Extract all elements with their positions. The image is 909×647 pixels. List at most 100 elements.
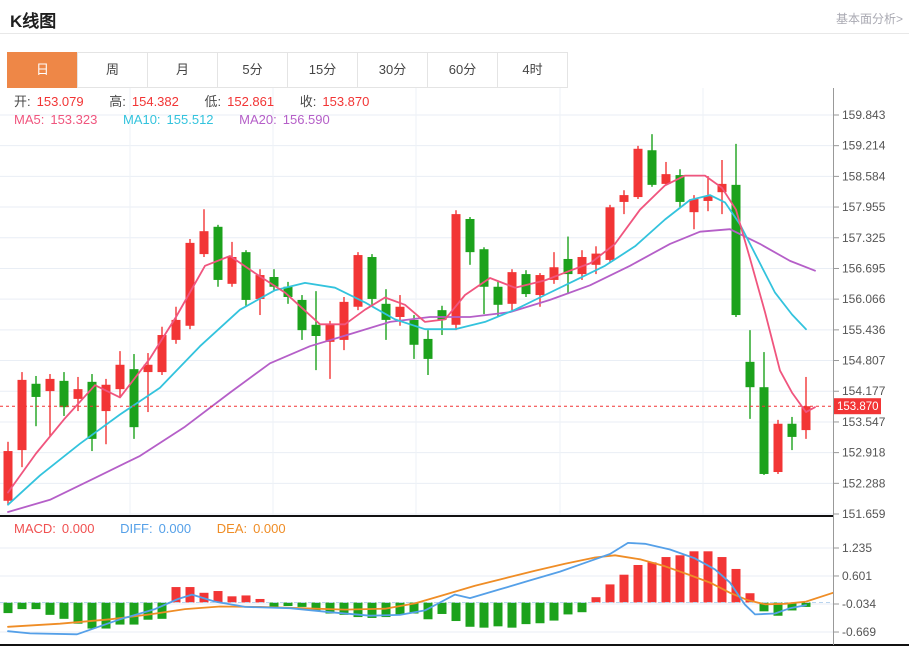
candle-body (381, 303, 391, 320)
candle-body (521, 274, 531, 295)
ma20-label: MA20: (239, 112, 277, 127)
macd-bar (703, 551, 713, 603)
candle-body (605, 207, 615, 260)
macd-bar (409, 602, 419, 614)
candle-body (45, 378, 55, 392)
tab-15min[interactable]: 15分 (287, 52, 358, 88)
candle-body (59, 380, 69, 408)
close-value: 153.870 (322, 94, 370, 109)
candle-body (185, 242, 195, 326)
high-value: 154.382 (131, 94, 179, 109)
low-label: 低: (204, 94, 222, 109)
candle-body (535, 275, 545, 296)
macd-bar (171, 587, 181, 603)
macd-bar (367, 602, 377, 618)
dea-label: DEA: (216, 521, 248, 536)
ma10-value: 155.512 (166, 112, 214, 127)
price-axis-label: 158.584 (842, 169, 886, 183)
candle-body (101, 384, 111, 412)
price-axis-label: 159.214 (842, 139, 886, 153)
price-axis-label: 157.955 (842, 200, 886, 214)
macd-bar (451, 602, 461, 622)
candle-body (255, 275, 265, 299)
candle-body (563, 258, 573, 275)
macd-bar (423, 602, 433, 620)
macd-bar (577, 602, 587, 613)
diff-line (7, 542, 807, 636)
candle-body (507, 272, 517, 304)
candle-body (633, 148, 643, 198)
macd-legend-row: MACD: 0.000 DIFF: 0.000 DEA: 0.000 (14, 521, 292, 536)
macd-bar (31, 602, 41, 610)
candle-body (451, 214, 461, 325)
candle-body (87, 381, 97, 439)
candle-body (241, 252, 251, 300)
ma5-value: 153.323 (50, 112, 98, 127)
candle-body (493, 286, 503, 305)
candle-body (283, 286, 293, 297)
candle-body (661, 174, 671, 184)
macd-bar (283, 602, 293, 607)
price-axis-label: 156.695 (842, 261, 886, 275)
candle-body (213, 226, 223, 280)
candle-body (437, 310, 447, 320)
macd-bar (745, 593, 755, 603)
macd-bar (731, 568, 741, 603)
candle-body (773, 423, 783, 473)
candle-body (227, 257, 237, 284)
macd-value: 0.000 (61, 521, 95, 536)
price-axis-label: 155.436 (842, 323, 886, 337)
candle-body (549, 267, 559, 280)
price-axis-label: 157.325 (842, 231, 886, 245)
current-price-badge-text: 153.870 (837, 401, 879, 413)
candle-body (129, 369, 139, 428)
candle-body (325, 324, 335, 342)
candle-body (479, 249, 489, 287)
macd-bar (619, 574, 629, 603)
macd-bar (549, 602, 559, 621)
price-axis-label: 159.843 (842, 108, 886, 122)
tab-month[interactable]: 月 (147, 52, 218, 88)
macd-bar (297, 602, 307, 607)
macd-bar (255, 598, 265, 603)
macd-bar (213, 591, 223, 603)
timeframe-tabbar: 日 周 月 5分 15分 30分 60分 4时 (7, 52, 568, 88)
candle-body (31, 383, 41, 397)
candle-body (731, 184, 741, 316)
macd-bar (535, 602, 545, 624)
macd-bar (493, 602, 503, 627)
candle-body (3, 451, 13, 501)
tab-5min[interactable]: 5分 (217, 52, 288, 88)
candle-body (199, 231, 209, 255)
macd-bar (241, 595, 251, 603)
candle-body (171, 319, 181, 340)
tab-60min[interactable]: 60分 (427, 52, 498, 88)
ohlc-row: 开: 153.079 高: 154.382 低: 152.861 收: 153.870 (14, 91, 375, 110)
tab-day[interactable]: 日 (7, 52, 78, 88)
macd-bar (465, 602, 475, 627)
candle-body (409, 319, 419, 345)
tab-week[interactable]: 周 (77, 52, 148, 88)
ma5-line (7, 174, 816, 494)
diff-label: DIFF: (120, 521, 153, 536)
fundamental-analysis-link[interactable]: 基本面分析> (835, 12, 903, 26)
tab-4hour[interactable]: 4时 (497, 52, 568, 88)
tab-30min[interactable]: 30分 (357, 52, 428, 88)
candle-body (17, 379, 27, 451)
candle-body (157, 335, 167, 373)
candle-body (269, 277, 279, 287)
price-axis-label: 151.659 (842, 507, 886, 521)
low-value: 152.861 (227, 94, 275, 109)
ma20-line (7, 228, 816, 513)
price-axis-label: 153.547 (842, 415, 886, 429)
ma10-label: MA10: (122, 112, 161, 127)
macd-bar (395, 602, 405, 615)
candle-body (353, 255, 363, 307)
candle-body (703, 196, 713, 201)
ma10-line (7, 194, 807, 506)
candle-body (745, 361, 755, 388)
macd-bar (521, 602, 531, 625)
candle-body (423, 338, 433, 359)
macd-bar (759, 602, 769, 612)
